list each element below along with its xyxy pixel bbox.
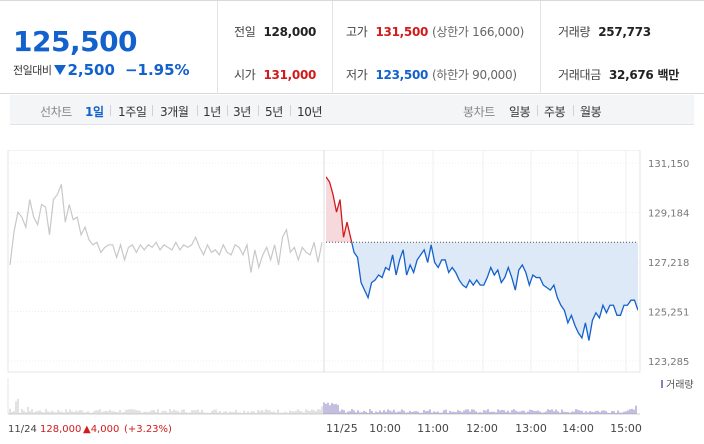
volume-legend-label: 거래량 [666, 379, 694, 391]
tab-1year[interactable]: 1년 [203, 105, 221, 119]
prev-day-rate: (+3.23%) [124, 424, 172, 435]
price-change-row: 전일대비 2,500 −1.95% [13, 61, 190, 79]
tab-separator [290, 105, 291, 116]
today-line-down [351, 242, 638, 341]
price-chart[interactable]: 131,150 129,184 127,218 125,251 123,285 거래량 11… [0, 150, 704, 444]
change-rate: −1.95% [124, 61, 190, 79]
x-tick-label: 13:00 [515, 422, 547, 435]
candle-chart-label: 봉차트 [463, 105, 495, 119]
y-tick-label: 129,184 [648, 209, 689, 220]
tab-separator [110, 105, 111, 116]
x-tick-label: 10:00 [369, 422, 401, 435]
tab-separator [537, 105, 538, 116]
tab-monthly-candle[interactable]: 월봉 [580, 105, 602, 119]
x-tick-label: 11/25 [326, 422, 358, 435]
tab-weekly-candle[interactable]: 주봉 [544, 105, 566, 119]
x-tick-label: 15:00 [610, 422, 642, 435]
change-amount: 2,500 [67, 61, 115, 79]
tab-separator [152, 105, 153, 116]
stat-amount: 거래대금 32,676 백만 [558, 68, 679, 82]
x-tick-label: 14:00 [562, 422, 594, 435]
tab-separator [258, 105, 259, 116]
line-chart-label: 선차트 [40, 105, 72, 119]
period-tab-bar: 선차트 1일 1주일 3개월 1년 3년 5년 10년 봉차트 일봉 주봉 월봉 [10, 95, 694, 125]
prev-day-change: ▲4,000 [83, 424, 119, 435]
tab-1week[interactable]: 1주일 [118, 105, 147, 119]
stat-prev-close: 전일 128,000 [234, 25, 317, 39]
stat-low: 저가 123,500 (하한가 90,000) [346, 68, 517, 82]
y-tick-label: 125,251 [648, 308, 689, 319]
stat-high: 고가 131,500 (상한가 166,000) [346, 25, 525, 39]
tab-daily-candle[interactable]: 일봉 [509, 105, 531, 119]
prev-day-line [9, 184, 323, 273]
area-below-fill [326, 242, 638, 341]
x-tick-label: 11:00 [417, 422, 449, 435]
stat-open: 시가 131,000 [234, 68, 317, 82]
current-price: 125,500 [13, 25, 138, 58]
y-tick-label: 127,218 [648, 258, 689, 269]
tab-5year[interactable]: 5년 [265, 105, 283, 119]
tab-3month[interactable]: 3개월 [160, 105, 189, 119]
change-label: 전일대비 [13, 64, 52, 77]
y-tick-label: 123,285 [648, 357, 689, 368]
divider [332, 1, 333, 94]
x-tick-label: 12:00 [466, 422, 498, 435]
prev-day-close: 128,000 [40, 424, 81, 435]
tab-1day[interactable]: 1일 [85, 105, 104, 119]
stat-volume: 거래량 257,773 [558, 25, 651, 39]
quote-header: 125,500 전일대비 2,500 −1.95% 전일 128,000 시가 … [0, 0, 704, 94]
tab-10year[interactable]: 10년 [297, 105, 323, 119]
tab-3year[interactable]: 3년 [233, 105, 251, 119]
tab-separator [227, 105, 228, 116]
prev-day-date: 11/24 [8, 424, 37, 435]
down-arrow-icon [54, 65, 67, 75]
volume-legend-swatch [661, 380, 663, 388]
divider [540, 1, 541, 94]
tab-separator [197, 105, 198, 116]
price-summary: 125,500 전일대비 2,500 −1.95% [0, 1, 218, 94]
y-tick-label: 131,150 [648, 159, 689, 170]
tab-separator [573, 105, 574, 116]
